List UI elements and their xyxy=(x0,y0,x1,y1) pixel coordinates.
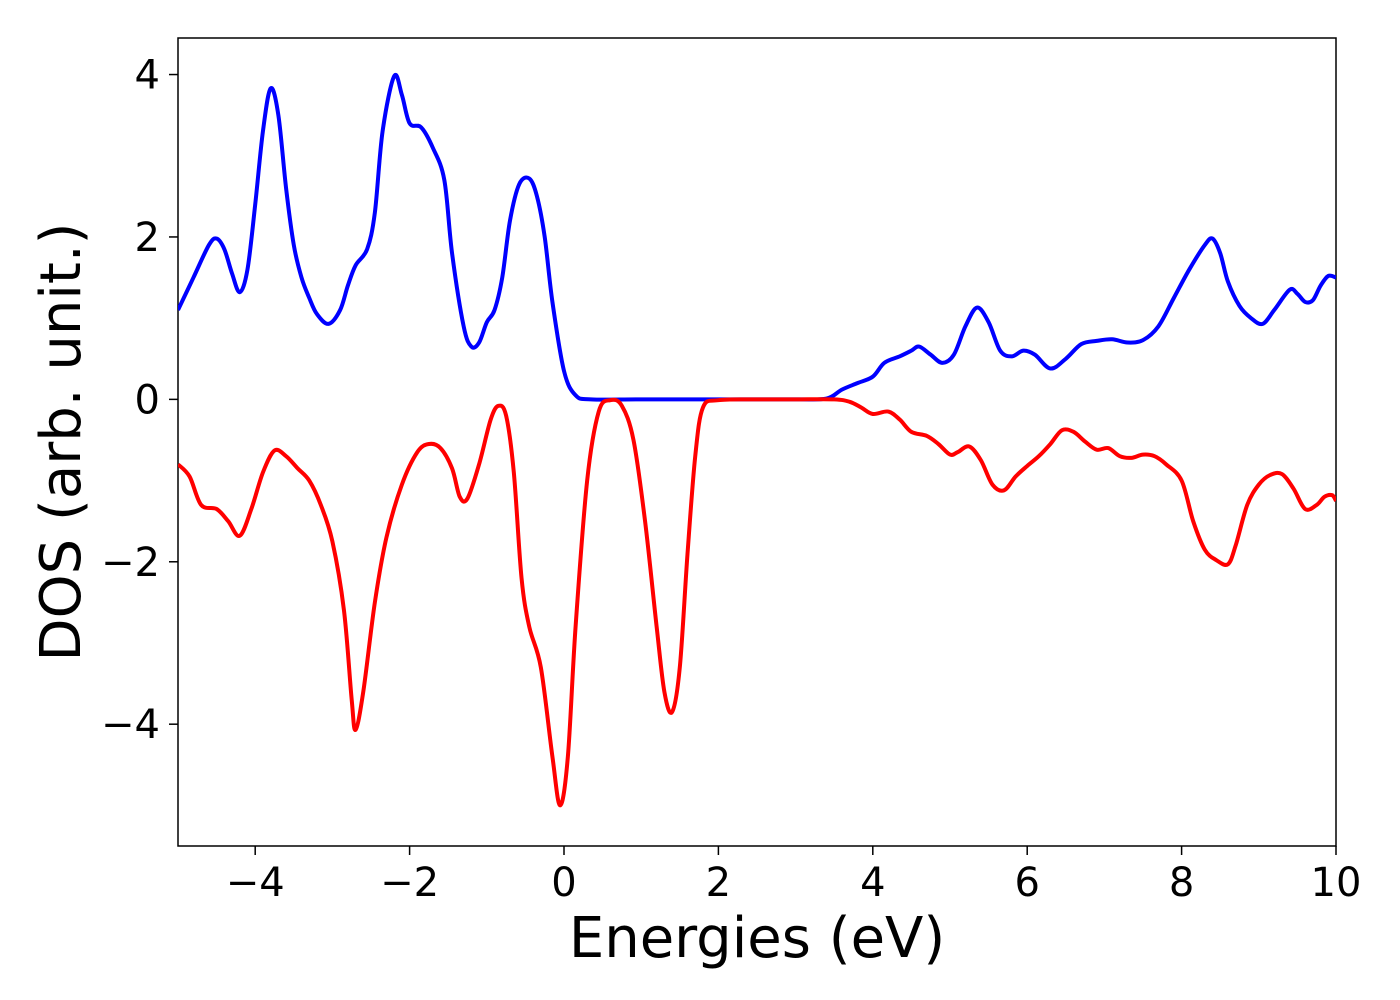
x-tick-label: −4 xyxy=(226,860,285,906)
y-tick-label: 2 xyxy=(135,215,160,261)
x-axis: −4 −2 0 2 4 6 8 10 xyxy=(226,846,1362,906)
y-tick-label: 0 xyxy=(135,377,160,423)
x-tick-label: 10 xyxy=(1311,860,1362,906)
x-tick-label: 0 xyxy=(551,860,576,906)
series-layer xyxy=(178,72,1336,808)
y-axis-label: DOS (arb. unit.) xyxy=(29,222,94,661)
x-axis-label: Energies (eV) xyxy=(569,906,945,971)
x-tick-label: 4 xyxy=(860,860,885,906)
x-tick-label: 8 xyxy=(1169,860,1194,906)
x-tick-label: 2 xyxy=(706,860,731,906)
series-line-1 xyxy=(178,72,1336,402)
x-tick-label: 6 xyxy=(1014,860,1039,906)
plot-area xyxy=(177,37,1337,847)
series-line-2 xyxy=(178,397,1336,808)
x-tick-label: −2 xyxy=(380,860,439,906)
y-tick-label: −4 xyxy=(101,702,160,748)
y-tick-label: −2 xyxy=(101,540,160,586)
y-tick-label: 4 xyxy=(135,53,160,99)
plot-frame xyxy=(177,37,1337,847)
y-axis: 4 2 0 −2 −4 xyxy=(101,53,178,748)
